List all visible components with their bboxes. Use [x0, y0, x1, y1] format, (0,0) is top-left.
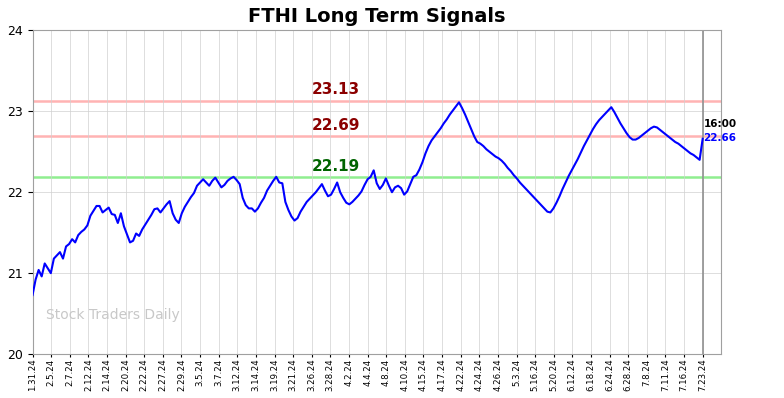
Text: 23.13: 23.13 [311, 82, 360, 98]
Title: FTHI Long Term Signals: FTHI Long Term Signals [249, 7, 506, 26]
Text: Stock Traders Daily: Stock Traders Daily [46, 308, 180, 322]
Text: 22.69: 22.69 [311, 118, 360, 133]
Text: 16:00: 16:00 [703, 119, 737, 129]
Text: 22.66: 22.66 [703, 133, 737, 143]
Text: 22.19: 22.19 [311, 158, 360, 174]
